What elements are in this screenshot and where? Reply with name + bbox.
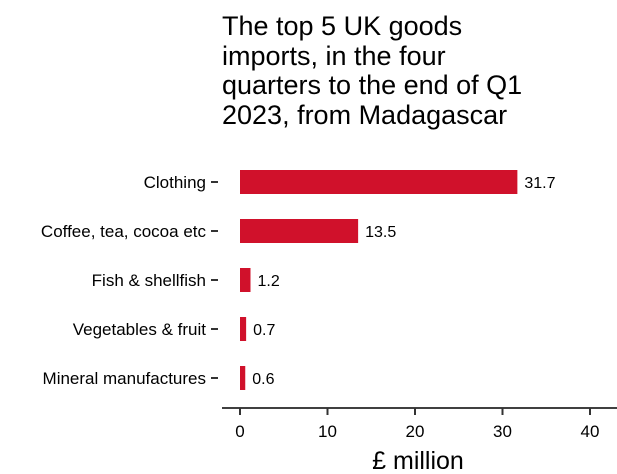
- x-axis: 0 10 20 30 40: [222, 407, 617, 441]
- bar: [240, 366, 246, 390]
- chart-title-line: The top 5 UK goods: [222, 11, 463, 41]
- category-label: Mineral manufactures: [43, 369, 206, 388]
- y-axis: Clothing Coffee, tea, cocoa etc Fish & she…: [41, 173, 218, 388]
- bar: [240, 317, 247, 341]
- category-label: Vegetables & fruit: [73, 320, 207, 339]
- bar: [240, 219, 359, 243]
- x-axis-title: £ million: [372, 447, 464, 474]
- category-label: Clothing: [144, 173, 206, 192]
- x-tick-label: 20: [406, 422, 425, 441]
- bar: [240, 170, 518, 194]
- x-tick-label: 40: [581, 422, 600, 441]
- x-tick-label: 10: [318, 422, 337, 441]
- chart-title-line: 2023, from Madagascar: [222, 99, 508, 130]
- category-label: Coffee, tea, cocoa etc: [41, 222, 207, 241]
- chart-title-line: imports, in the four: [222, 40, 446, 71]
- chart-title-line: quarters to the end of Q1: [222, 70, 523, 100]
- data-label: 31.7: [524, 175, 555, 192]
- data-label: 0.7: [253, 322, 275, 339]
- x-tick-label: 30: [493, 422, 512, 441]
- data-label: 13.5: [365, 224, 396, 241]
- chart-title: The top 5 UK goods imports, in the four …: [222, 11, 612, 130]
- bar: [240, 268, 251, 292]
- data-label: 1.2: [258, 273, 280, 290]
- bars: 31.7 13.5 1.2 0.7 0.6: [240, 170, 556, 390]
- data-label: 0.6: [252, 371, 274, 388]
- x-tick-label: 0: [235, 422, 244, 441]
- category-label: Fish & shellfish: [92, 271, 206, 290]
